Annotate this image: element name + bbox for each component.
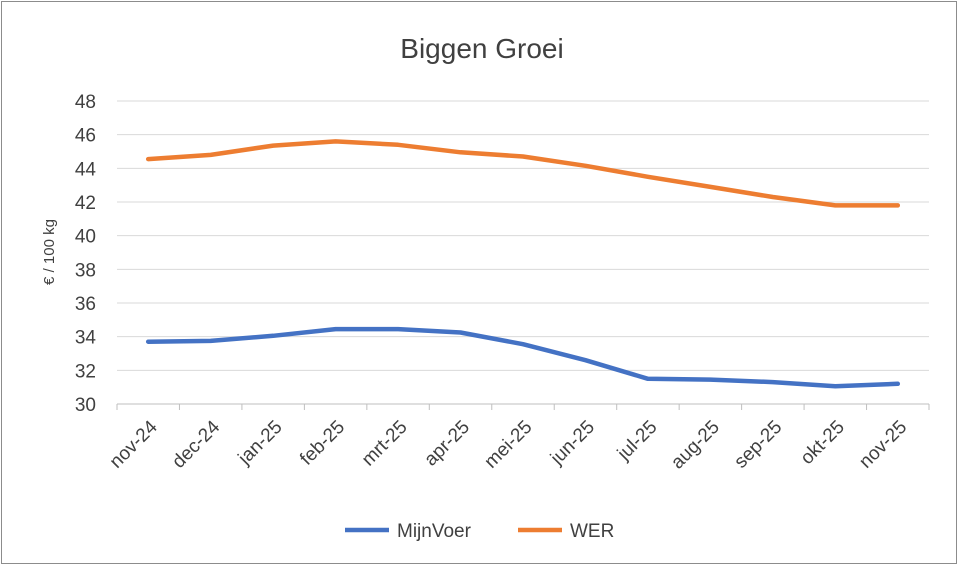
series-line-mijnvoer (145, 326, 901, 389)
x-axis (116, 403, 930, 410)
x-tick-label: nov-24 (106, 416, 162, 472)
y-tick-label: 30 (75, 395, 96, 416)
y-tick-label: 36 (75, 294, 96, 315)
x-tick-label: dec-24 (168, 416, 224, 472)
x-tick-labels: nov-24 dec-24 jan-25 feb-25 mrt-25 apr-25 mei-… (106, 416, 911, 473)
x-tick-label: apr-25 (420, 417, 474, 471)
y-axis-label: € / 100 kg (41, 219, 58, 285)
x-tick-label: feb-25 (296, 417, 349, 470)
x-tick-label: jan-25 (234, 417, 287, 470)
chart-title: Biggen Groei (400, 33, 563, 64)
legend-label: MijnVoer (397, 521, 472, 542)
x-tick-label: jun-25 (546, 417, 599, 470)
x-tick-label: jul-25 (613, 417, 661, 465)
x-tick-label: sep-25 (730, 417, 786, 473)
y-tick-label: 32 (75, 361, 96, 382)
series-lines (145, 139, 901, 389)
y-tick-labels: 30 32 34 36 38 40 42 44 46 48 (75, 92, 97, 416)
y-tick-label: 48 (75, 92, 96, 113)
y-tick-label: 44 (75, 159, 97, 180)
x-tick-label: okt-25 (797, 417, 849, 469)
y-tick-label: 38 (75, 260, 96, 281)
y-tick-label: 46 (75, 126, 96, 147)
x-tick-label: mrt-25 (358, 417, 412, 471)
x-tick-label: nov-25 (855, 417, 911, 473)
y-tick-label: 40 (75, 227, 96, 248)
y-tick-label: 42 (75, 193, 96, 214)
legend: MijnVoer WER (345, 521, 614, 542)
y-tick-label: 34 (75, 328, 97, 349)
series-line-wer (145, 139, 901, 208)
x-tick-label: mei-25 (481, 417, 537, 473)
gridlines (117, 100, 929, 371)
x-tick-label: aug-25 (667, 417, 724, 474)
legend-label: WER (570, 521, 614, 542)
